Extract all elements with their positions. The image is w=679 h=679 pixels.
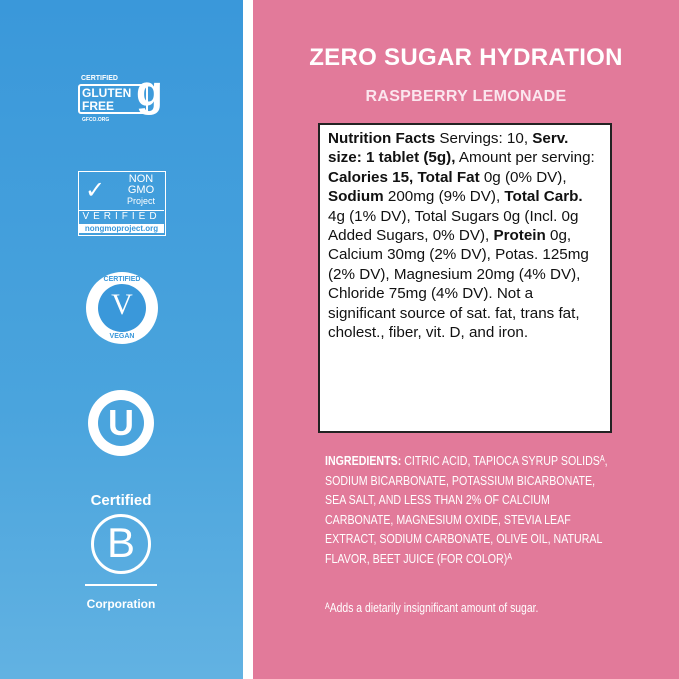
ingredients-text: INGREDIENTS: CITRIC ACID, TAPIOCA SYRUP … bbox=[325, 453, 608, 566]
footnote: ᴬAdds a dietarily insignificant amount o… bbox=[325, 600, 539, 615]
g-icon: g bbox=[136, 67, 163, 116]
kosher-logo: U bbox=[88, 390, 154, 456]
product-info-panel: ZERO SUGAR HYDRATION RASPBERRY LEMONADE … bbox=[253, 0, 679, 679]
vegan-logo: CERTIFIED V VEGAN bbox=[86, 272, 158, 344]
v-icon: V bbox=[111, 288, 133, 321]
certifications-panel: CERTIFIED GLUTEN FREE g GFCO.ORG ✓ NON GM… bbox=[0, 0, 243, 679]
nutrition-facts-box: Nutrition Facts Servings: 10, Serv. size… bbox=[318, 123, 612, 433]
product-flavor: RASPBERRY LEMONADE bbox=[365, 88, 567, 105]
butterfly-icon: ✓ bbox=[85, 177, 106, 204]
gluten-free-logo: CERTIFIED GLUTEN FREE g GFCO.ORG bbox=[78, 67, 170, 124]
product-title: ZERO SUGAR HYDRATION bbox=[309, 44, 623, 71]
b-corp-logo: Certified B Corporation bbox=[85, 492, 157, 611]
non-gmo-logo: ✓ NON GMO Project VERIFIED nongmoproject.o… bbox=[78, 171, 166, 236]
